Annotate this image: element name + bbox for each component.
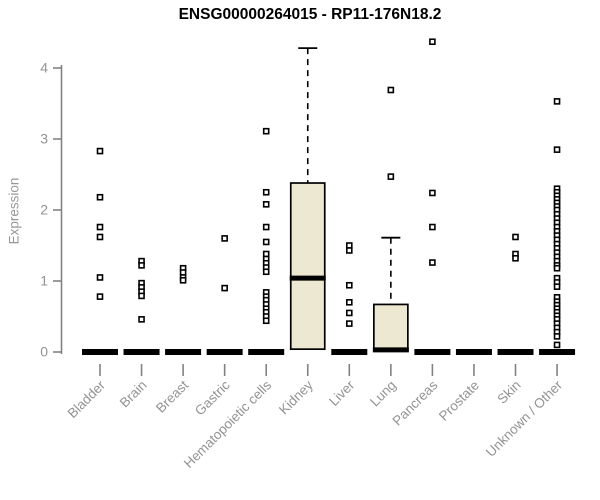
data-point (262, 317, 270, 325)
x-tick-label: Skin (494, 378, 523, 407)
x-tick-label: Brain (117, 378, 150, 411)
data-point (96, 293, 104, 300)
x-tick-label: Pancreas (390, 377, 441, 428)
x-tick-label: Prostate (436, 378, 482, 424)
data-point (345, 309, 353, 317)
x-tick-label: Breast (153, 377, 191, 415)
data-point (429, 38, 436, 46)
data-point (262, 223, 270, 231)
data-point (345, 298, 353, 306)
data-point (553, 341, 561, 349)
x-tick-label: Gastric (192, 377, 233, 418)
data-point (138, 262, 145, 269)
box (373, 303, 409, 352)
x-tick-label: Bladder (65, 377, 109, 421)
data-point (387, 86, 395, 94)
data-point (429, 189, 436, 197)
data-point (221, 235, 228, 242)
x-tick-label: Unknown / Other (483, 377, 566, 460)
chart-title: ENSG00000264015 - RP11-176N18.2 (178, 6, 442, 23)
y-tick-label: 4 (40, 60, 48, 76)
data-point (553, 98, 561, 105)
data-point (96, 233, 104, 241)
data-point (179, 276, 187, 284)
y-tick-label: 2 (40, 202, 48, 218)
x-tick-label: Kidney (276, 377, 316, 417)
data-point (553, 333, 561, 340)
data-point (429, 223, 436, 231)
y-tick-label: 3 (40, 131, 48, 147)
data-point (429, 259, 436, 266)
data-point (262, 127, 270, 135)
y-tick-label: 0 (40, 344, 48, 360)
y-tick-label: 1 (40, 273, 48, 289)
data-point (96, 193, 104, 201)
x-tick-label: Liver (326, 377, 358, 409)
data-point (512, 254, 519, 262)
data-point (138, 316, 145, 323)
data-point (221, 284, 228, 292)
data-point (553, 283, 561, 290)
box (289, 182, 326, 351)
data-point (345, 247, 353, 254)
x-tick-label: Lung (367, 378, 399, 410)
data-point (96, 274, 104, 281)
data-point (387, 173, 395, 180)
data-point (262, 238, 270, 246)
data-point (512, 233, 519, 241)
data-point (345, 281, 353, 289)
data-point (96, 147, 104, 155)
data-point (262, 188, 270, 196)
data-point (553, 146, 561, 153)
data-point (553, 264, 561, 272)
data-point (138, 292, 145, 300)
data-point (345, 320, 353, 327)
data-point (262, 268, 270, 276)
data-point (262, 201, 270, 208)
data-point (96, 223, 104, 231)
